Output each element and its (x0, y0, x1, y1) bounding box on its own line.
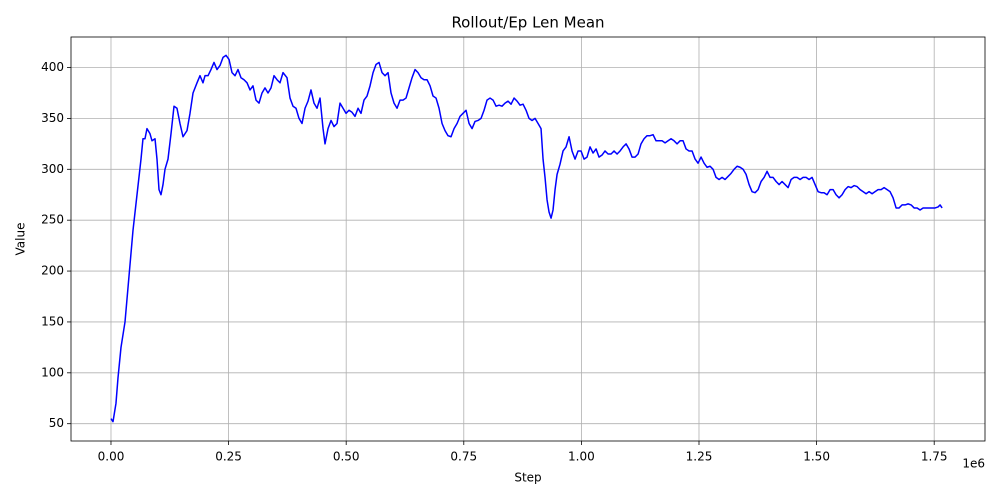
y-tick-label: 400 (41, 60, 64, 74)
x-axis-label: Step (514, 471, 541, 485)
x-tick-label: 1.25 (686, 450, 713, 464)
y-tick-label: 250 (41, 213, 64, 227)
x-tick-label: 1.75 (921, 450, 948, 464)
chart-title: Rollout/Ep Len Mean (451, 14, 604, 32)
x-offset-text: 1e6 (962, 457, 985, 471)
x-tick-label: 0.25 (215, 450, 242, 464)
y-tick-label: 100 (41, 365, 64, 379)
x-tick-label: 0.50 (333, 450, 360, 464)
x-tick-label: 0.75 (450, 450, 477, 464)
x-tick-label: 1.50 (803, 450, 830, 464)
data-line (110, 54, 943, 423)
y-axis-label: Value (14, 223, 28, 256)
x-tick-label: 1.00 (568, 450, 595, 464)
plot-frame (70, 36, 986, 442)
y-tick-label: 200 (41, 264, 64, 278)
y-tick-label: 150 (41, 314, 64, 328)
y-tick-label: 300 (41, 162, 64, 176)
y-tick-label: 50 (49, 416, 64, 430)
y-tick-label: 350 (41, 111, 64, 125)
x-tick-label: 0.00 (98, 450, 125, 464)
